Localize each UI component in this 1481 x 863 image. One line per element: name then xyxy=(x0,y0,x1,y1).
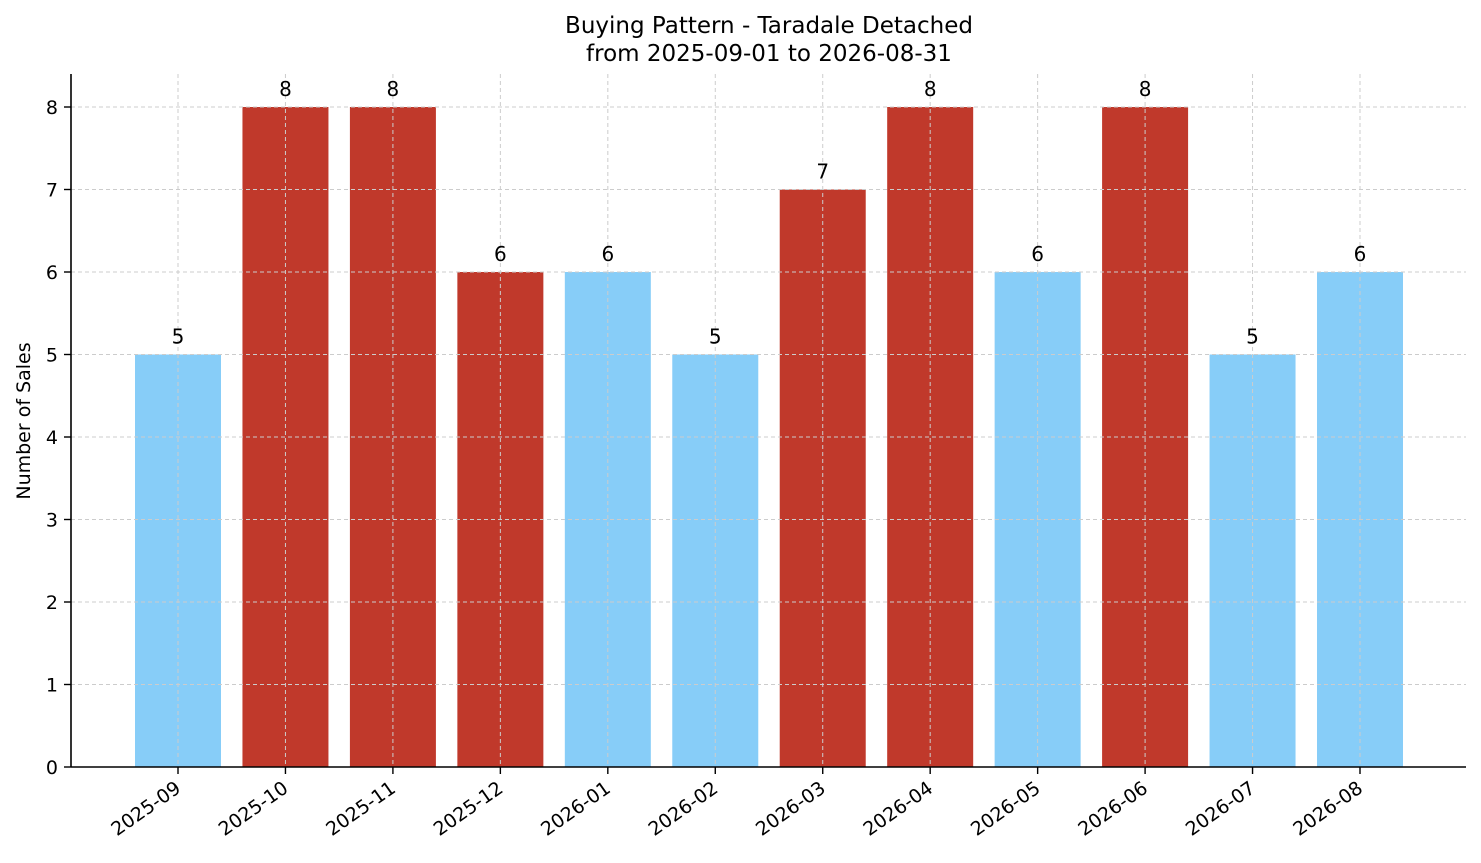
x-tick-label-2025-09: 2025-09 xyxy=(107,777,185,841)
axes xyxy=(64,74,1466,774)
data-label-2025-10: 8 xyxy=(279,77,292,101)
x-tick-label-2025-10: 2025-10 xyxy=(215,777,293,841)
y-tick-label-5: 5 xyxy=(46,345,58,367)
y-tick-label-6: 6 xyxy=(46,262,58,284)
x-tick-label-2025-12: 2025-12 xyxy=(430,777,508,841)
data-label-2026-08: 6 xyxy=(1354,242,1367,266)
data-label-2026-05: 6 xyxy=(1031,242,1044,266)
x-tick-label-2026-04: 2026-04 xyxy=(859,777,937,841)
data-label-2026-04: 8 xyxy=(924,77,937,101)
x-tick-label-2026-02: 2026-02 xyxy=(644,777,722,841)
y-tick-label-0: 0 xyxy=(46,757,58,779)
y-tick-label-3: 3 xyxy=(46,510,58,532)
x-tick-label-2025-11: 2025-11 xyxy=(322,777,400,841)
y-tick-label-8: 8 xyxy=(46,97,58,119)
grid xyxy=(71,74,1466,767)
chart-subtitle: from 2025-09-01 to 2026-08-31 xyxy=(586,41,952,67)
y-tick-label-7: 7 xyxy=(46,180,58,202)
data-label-2025-12: 6 xyxy=(494,242,507,266)
data-label-2025-09: 5 xyxy=(172,325,185,349)
x-tick-label-2026-05: 2026-05 xyxy=(967,777,1045,841)
bar-2026-03 xyxy=(779,189,866,767)
data-label-2025-11: 8 xyxy=(387,77,400,101)
data-label-2026-06: 8 xyxy=(1139,77,1152,101)
chart-title: Buying Pattern - Taradale Detached xyxy=(565,13,973,39)
data-label-2026-02: 5 xyxy=(709,325,722,349)
y-tick-label-1: 1 xyxy=(46,675,58,697)
y-axis-label: Number of Sales xyxy=(13,342,35,499)
data-label-2026-03: 7 xyxy=(816,160,829,184)
x-tick-label-2026-08: 2026-08 xyxy=(1289,777,1367,841)
data-label-2026-01: 6 xyxy=(601,242,614,266)
x-tick-label-2026-03: 2026-03 xyxy=(752,777,830,841)
data-label-2026-07: 5 xyxy=(1246,325,1259,349)
x-tick-label-2026-07: 2026-07 xyxy=(1182,777,1260,841)
y-tick-label-2: 2 xyxy=(46,592,58,614)
x-tick-label-2026-01: 2026-01 xyxy=(537,777,615,841)
y-tick-label-4: 4 xyxy=(46,427,58,449)
x-tick-label-2026-06: 2026-06 xyxy=(1074,777,1152,841)
